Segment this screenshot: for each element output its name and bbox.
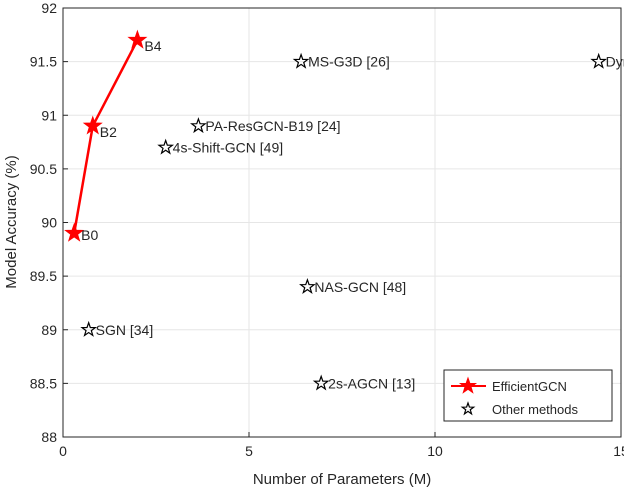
point-label-b4: B4 [144,38,161,54]
point-label-ms-g3d-26: MS-G3D [26] [308,54,390,70]
ticks: 0 5 10 15 88 88.5 89 89.5 90 90.5 91 91.5 92 [30,0,624,459]
star-point-b4 [127,29,148,49]
legend-label-efficientgcn: EfficientGCN [492,379,567,394]
marks: B0 B2 B4 SGN [34] 4s-Shift-GCN [49] PA-ResGCN… [64,29,624,391]
y-axis-label: Model Accuracy (%) [3,155,20,288]
star-point-b2 [82,115,103,135]
legend-star-efficientgcn [458,376,478,394]
y-tick-label: 92 [41,0,57,16]
legend-box [443,369,613,422]
legend-star-marker [460,401,476,416]
star-point-ms-g3d-26 [292,52,310,69]
x-tick-label: 0 [59,443,67,459]
legend-star-other-methods [460,401,476,416]
star-point-pa-resgcn-b19-24 [190,117,207,134]
y-tick-label: 88 [41,429,57,445]
point-label-4s-shift-gcn-49: 4s-Shift-GCN [49] [173,139,283,155]
legend-label-other-methods: Other methods [492,402,578,417]
legend: EfficientGCN Other methods [443,369,613,422]
x-tick-label: 15 [613,443,624,459]
star-point-sgn-34 [80,320,98,337]
x-axis-label: Number of Parameters (M) [253,471,431,488]
y-tick-label: 89 [41,322,57,338]
star-point-dynamicgcn-32 [590,52,608,69]
y-tick-label: 91.5 [30,54,57,70]
y-tick-label: 91 [41,107,57,123]
star-point-4s-shift-gcn-49 [157,138,175,155]
point-label-b2: B2 [100,124,117,140]
point-label-b0: B0 [81,227,98,243]
point-label-pa-resgcn-b19-24: PA-ResGCN-B19 [24] [205,118,340,134]
star-point-2s-agcn-13 [312,374,330,391]
y-tick-label: 90 [41,215,57,231]
star-point-nas-gcn-48 [299,278,316,294]
point-label-2s-agcn-13: 2s-AGCN [13] [328,375,415,391]
point-label-dynamicgcn-32: DynamicGCN [32] [606,54,624,70]
y-tick-label: 88.5 [30,375,57,391]
y-tick-label: 90.5 [30,161,57,177]
point-label-nas-gcn-48: NAS-GCN [48] [314,279,406,295]
star-point-b0 [64,222,85,242]
legend-star-marker [458,376,478,394]
x-tick-label: 10 [427,443,443,459]
y-tick-label: 89.5 [30,268,57,284]
point-label-sgn-34: SGN [34] [96,322,154,338]
x-tick-label: 5 [245,443,253,459]
